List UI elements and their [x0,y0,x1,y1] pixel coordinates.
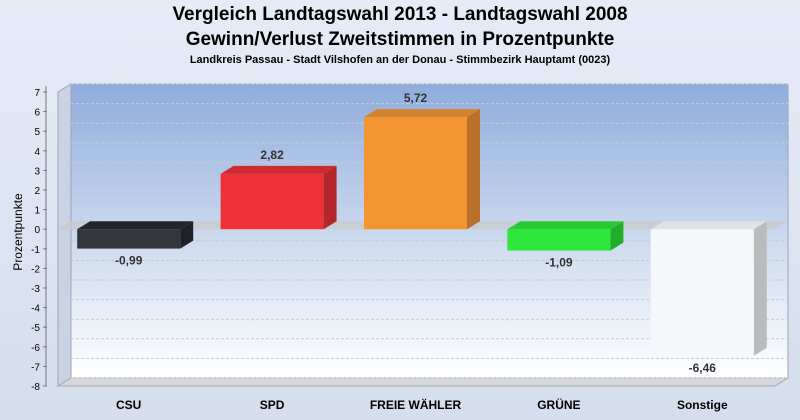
bar-side [753,221,767,356]
y-tick-label: 0 [34,225,40,236]
y-tick-label: 7 [34,88,40,99]
bar-front [507,229,611,251]
bar-spd [220,165,337,230]
y-tick-label: 2 [34,186,40,197]
y-tick-label: -6 [31,343,40,354]
data-label: -0,99 [115,254,143,268]
bar-top [507,221,624,230]
bar-csu [77,221,194,249]
y-tick-label: 5 [34,127,40,138]
bar-front [650,229,754,356]
plot-floor [56,377,790,387]
y-tick-label: -4 [31,304,40,315]
bar-front [220,173,324,230]
chart-title: Vergleich Landtagswahl 2013 - Landtagswa… [172,4,628,25]
bar-sonstige [650,221,767,356]
y-tick-label: -8 [31,382,40,393]
x-tick-label: Sonstige [677,398,728,412]
y-tick-label: 3 [34,166,40,177]
x-tick-label: GRÜNE [537,397,580,412]
y-tick-label: -5 [31,323,40,334]
y-tick-label: 1 [34,206,40,217]
y-tick-label: -2 [31,264,40,275]
plot-left-wall [57,83,72,387]
bar-top [364,109,480,118]
x-tick-label: CSU [116,398,141,412]
data-label: -1,09 [545,256,573,270]
bar-freie-wähler [364,109,480,230]
bar-side [180,221,194,249]
chart-subtitle: Gewinn/Verlust Zweitstimmen in Prozentpu… [185,29,615,50]
bar-grüne [507,221,624,251]
bar-front [364,117,467,230]
y-tick-label: 6 [34,108,40,119]
data-label: 2,82 [260,148,284,162]
bar-side [323,165,337,230]
bar-top [77,221,194,230]
data-label: -6,46 [689,361,717,375]
bar-top [220,165,337,174]
bar-side [467,109,480,230]
y-tick-label: -7 [31,362,40,373]
bar-front [77,229,181,249]
x-tick-label: SPD [260,398,285,412]
x-tick-label: FREIE WÄHLER [370,397,462,412]
bar-side [610,221,624,251]
y-tick-label: -3 [31,284,40,295]
y-axis-label: Prozentpunkte [11,193,25,271]
chart-subsubtitle: Landkreis Passau - Stadt Vilshofen an de… [189,54,611,66]
y-tick-label: 4 [34,147,40,158]
data-label: 5,72 [404,91,428,105]
bar-top [650,221,767,230]
y-tick-label: -1 [31,245,40,256]
